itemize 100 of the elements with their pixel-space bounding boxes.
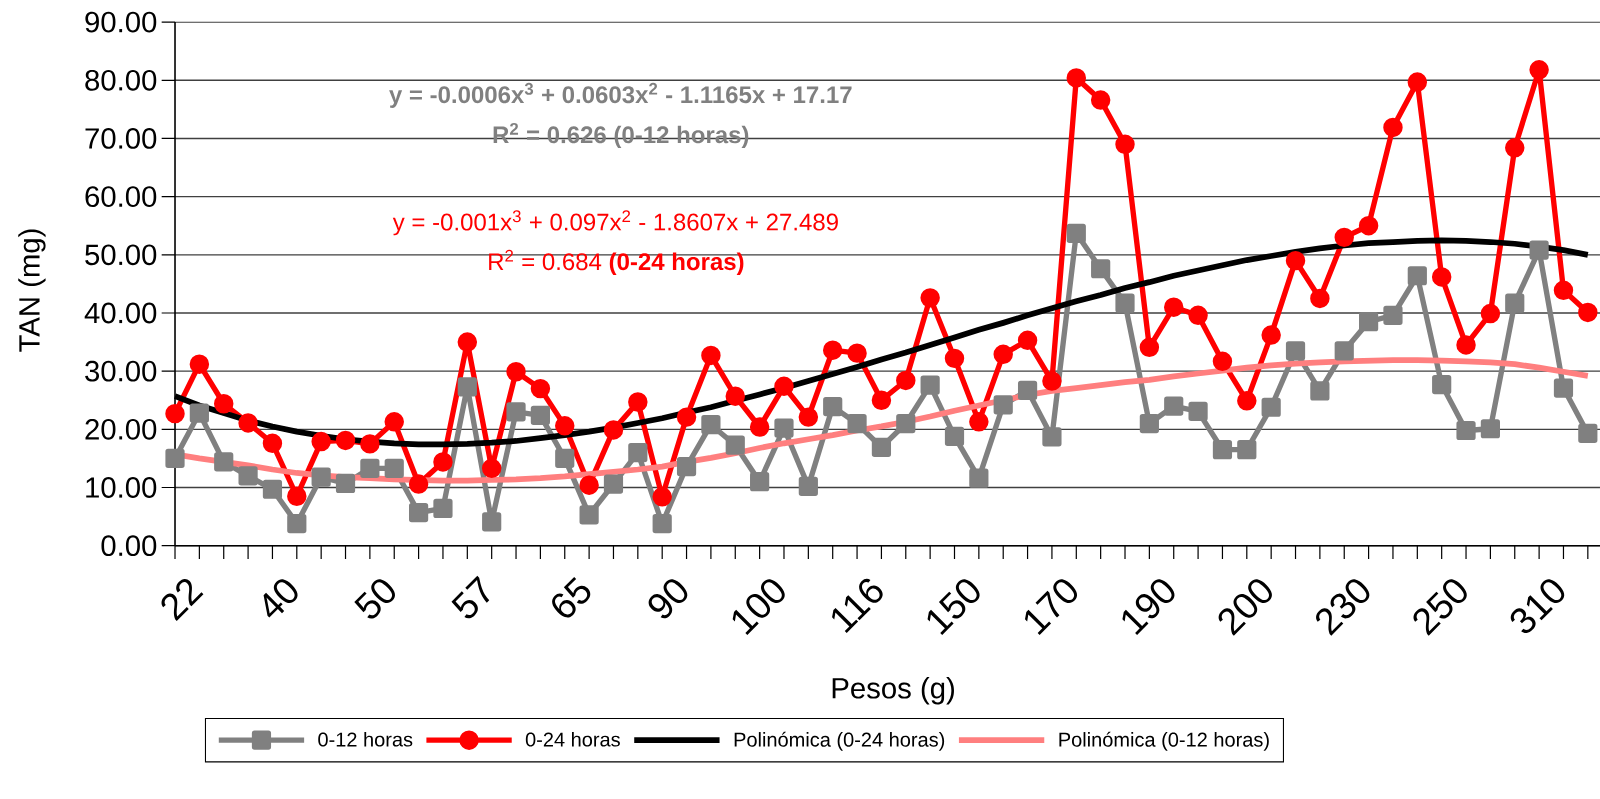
point (1505, 138, 1525, 158)
point (482, 512, 502, 532)
point (1285, 341, 1306, 361)
point (384, 458, 404, 478)
point (1553, 378, 1574, 398)
x-tick-label: 22 (161, 578, 204, 621)
x-tick-label: 40 (263, 579, 298, 618)
point (213, 394, 234, 414)
x-tick-label: 170 (1024, 579, 1078, 635)
y-tick-label: 90.00 (85, 11, 157, 33)
point (555, 448, 575, 469)
point (189, 403, 209, 423)
point (1017, 380, 1038, 400)
point (944, 348, 965, 369)
point (701, 345, 721, 366)
point (1334, 227, 1354, 248)
point (1163, 297, 1184, 317)
point (287, 513, 307, 534)
point (1261, 325, 1281, 345)
y-tick-label: 30.00 (85, 360, 157, 382)
point (1431, 267, 1452, 287)
point (1529, 60, 1549, 80)
point (847, 413, 867, 434)
point (798, 476, 818, 496)
y-tick-label: 70.00 (85, 128, 157, 149)
point (1090, 90, 1111, 110)
x-tick-label: 150 (927, 579, 980, 635)
annotation: y = -0.0006x$^{3}$ + 0.0603x$^{2}$ - 1.1165x + 17.17 (389, 82, 852, 108)
point (384, 412, 404, 432)
point (506, 402, 526, 422)
point (725, 435, 745, 455)
point (1285, 250, 1306, 271)
point (920, 288, 940, 308)
legend-label: Polinómica (0-12 horas) (1059, 731, 1269, 751)
point (749, 417, 770, 437)
point (1456, 335, 1476, 355)
point (1578, 423, 1598, 444)
point (774, 376, 794, 397)
point (701, 415, 721, 435)
point (896, 370, 916, 391)
point (1212, 351, 1233, 372)
point (1480, 419, 1500, 439)
point (993, 344, 1013, 365)
point (628, 443, 648, 463)
x-tick-label: 230 (1316, 579, 1370, 636)
point (1480, 303, 1501, 324)
y-tick-label: 10.00 (86, 477, 157, 498)
point (628, 392, 648, 412)
x-tick-label: 65 (552, 576, 591, 618)
point (871, 437, 892, 457)
point (214, 452, 234, 472)
annotation: y = -0.001x$^{3}$ + 0.097x$^{2}$ - 1.8607x + 27.489 (392, 210, 838, 236)
point (165, 403, 185, 424)
point (676, 407, 697, 427)
point (579, 505, 599, 525)
point (481, 458, 502, 479)
point (1432, 374, 1452, 395)
point (652, 513, 672, 534)
point (1066, 68, 1087, 88)
point (530, 405, 550, 425)
x-tick-label: 90 (648, 579, 688, 619)
x-tick-label: 116 (832, 578, 883, 633)
point (652, 487, 672, 507)
point (1017, 330, 1038, 351)
point (1212, 440, 1233, 460)
point (506, 362, 526, 382)
point (1578, 302, 1598, 323)
point (360, 458, 380, 478)
point (1139, 337, 1160, 358)
x-tick-label: 200 (1218, 579, 1272, 636)
point (1115, 134, 1135, 155)
point (1383, 117, 1403, 138)
y-tick-label: 60.00 (85, 186, 157, 208)
x-tick-label: 100 (732, 579, 785, 635)
x-tick-label: 310 (1510, 579, 1565, 634)
point (1237, 440, 1257, 460)
point (847, 343, 867, 363)
point (409, 502, 429, 523)
point (335, 430, 356, 451)
point (1359, 312, 1379, 332)
point (969, 412, 989, 432)
point (530, 378, 551, 399)
point (1358, 215, 1379, 236)
point (1505, 293, 1525, 313)
point (920, 375, 940, 395)
point (676, 456, 697, 477)
point (603, 474, 624, 494)
point (969, 468, 989, 488)
point (1042, 371, 1062, 391)
y-tick-label: 50.00 (85, 244, 157, 266)
point (798, 407, 819, 427)
point (750, 472, 770, 492)
x-axis-title: Pesos (g) (832, 677, 954, 705)
point (433, 452, 453, 472)
x-tick-label: 50 (354, 579, 395, 619)
point (603, 420, 624, 440)
point (238, 466, 258, 486)
point (1164, 396, 1184, 416)
point (1383, 305, 1403, 325)
point (262, 479, 283, 499)
